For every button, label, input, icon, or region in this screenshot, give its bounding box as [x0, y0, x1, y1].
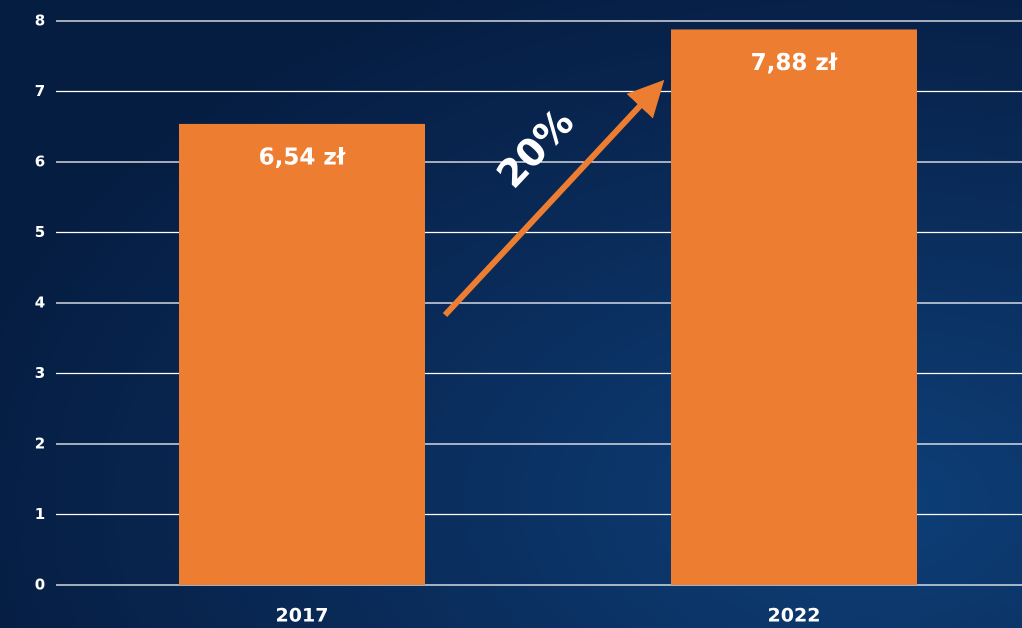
y-tick-label: 7 — [35, 82, 45, 100]
value-label: 6,54 zł — [259, 144, 346, 170]
y-tick-label: 5 — [35, 223, 45, 241]
bar — [671, 29, 917, 585]
y-tick-label: 2 — [35, 435, 45, 453]
y-tick-label: 3 — [35, 364, 45, 382]
y-tick-label: 0 — [35, 576, 45, 594]
y-tick-label: 1 — [35, 505, 45, 523]
bars — [179, 29, 917, 586]
x-tick-label: 2017 — [276, 605, 329, 627]
x-tick-label: 2022 — [768, 605, 821, 627]
y-tick-label: 8 — [35, 12, 45, 30]
bar — [179, 123, 425, 586]
value-label: 7,88 zł — [751, 50, 838, 76]
y-tick-label: 4 — [35, 294, 45, 312]
arrow — [442, 79, 665, 318]
y-tick-label: 6 — [35, 153, 45, 171]
